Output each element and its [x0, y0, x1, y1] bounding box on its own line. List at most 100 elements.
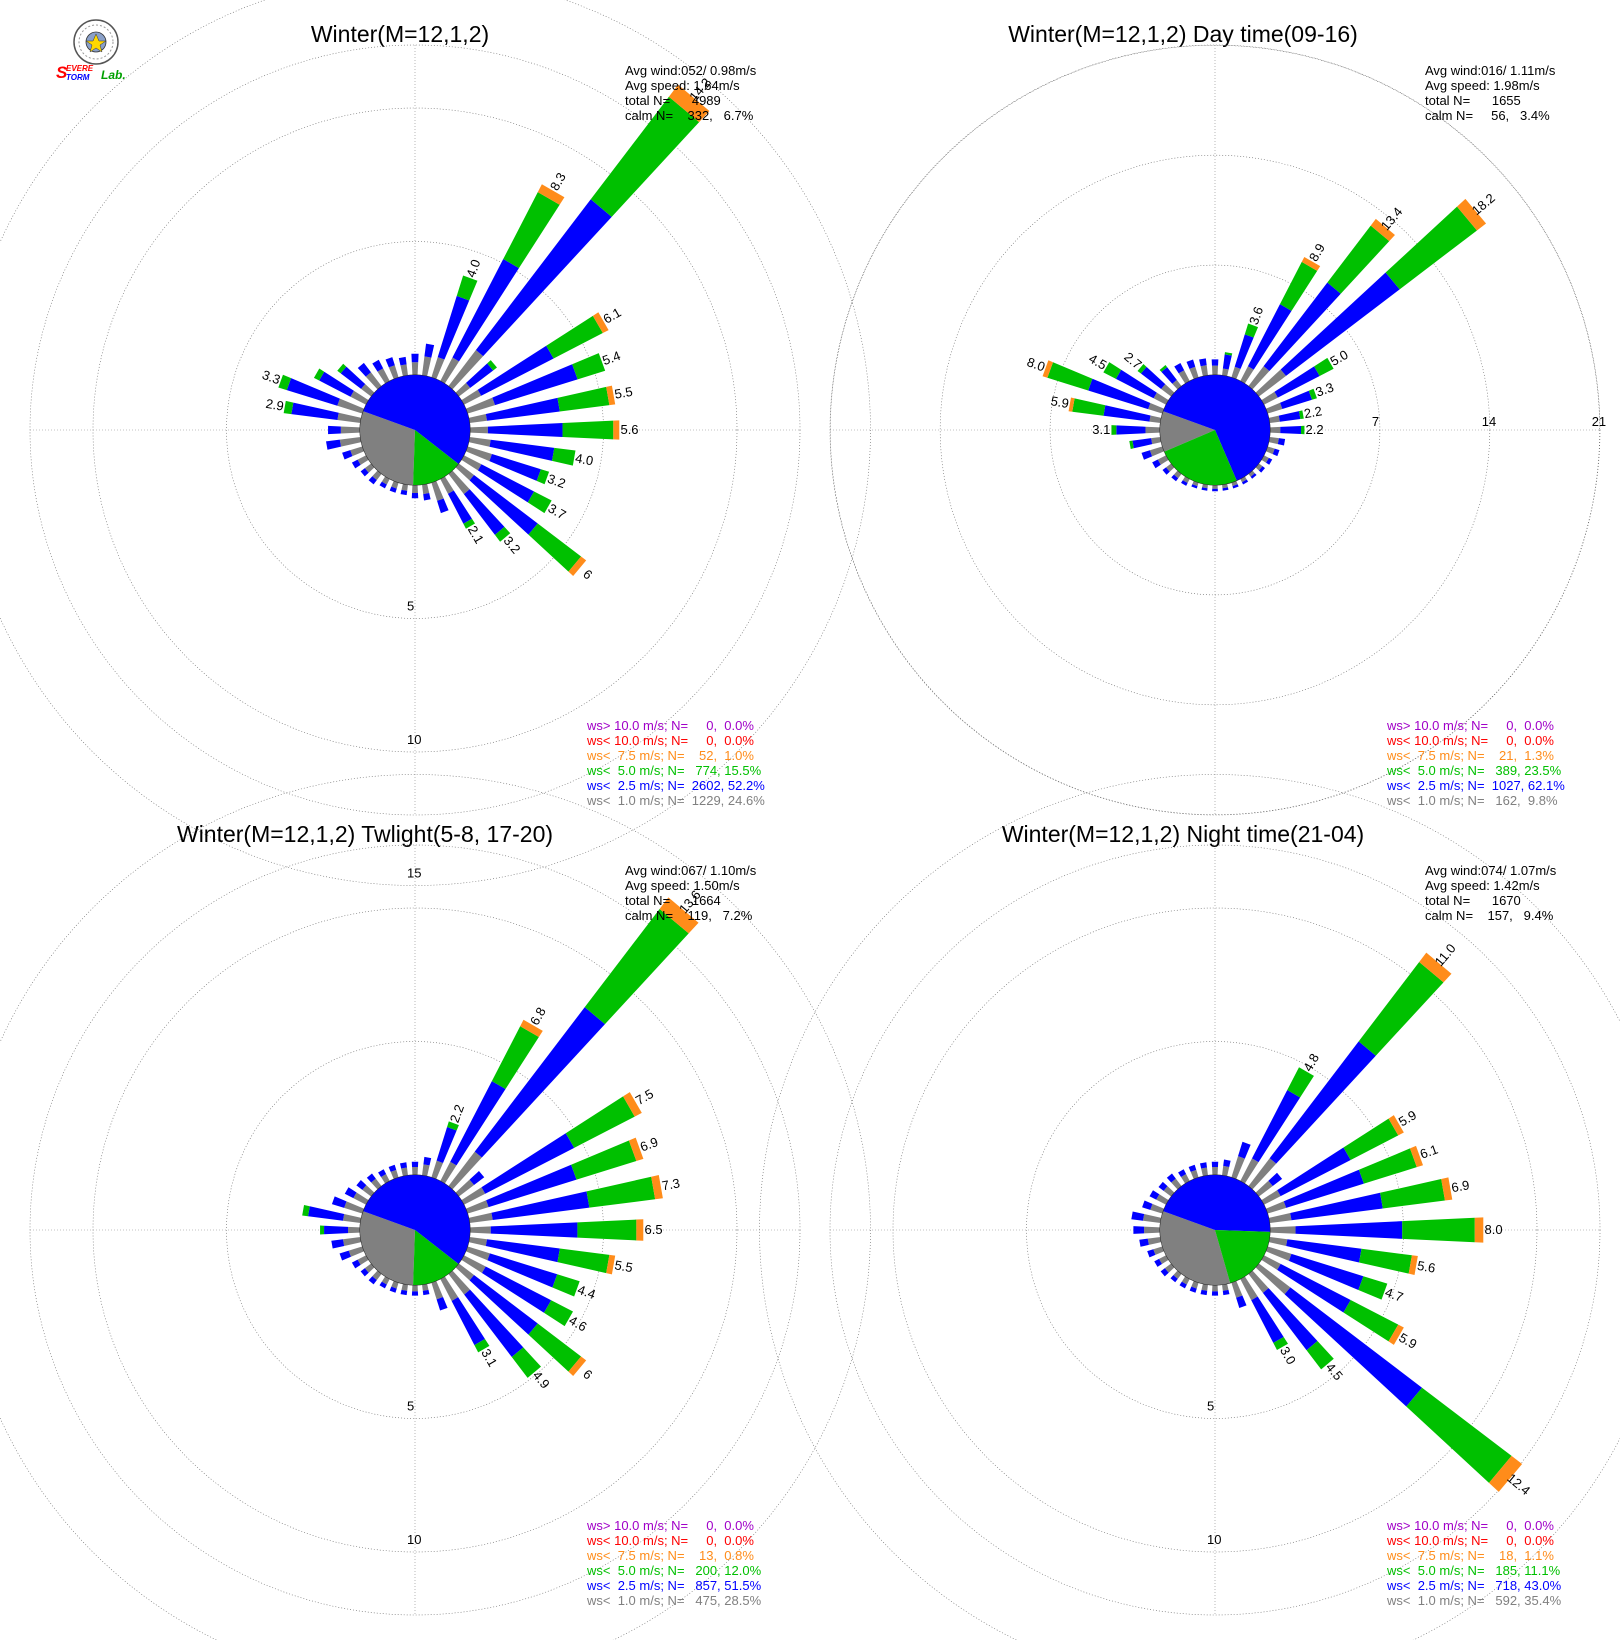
direction-bar — [411, 353, 419, 376]
bar-segment — [1268, 1172, 1283, 1186]
ring-label: 15 — [407, 866, 421, 881]
bar-segment — [492, 364, 578, 406]
bar-segment — [1211, 1291, 1219, 1296]
bar-label: 2.2 — [1303, 403, 1323, 421]
bar-segment — [342, 1236, 362, 1246]
direction-bar — [326, 436, 362, 450]
calm-slice — [1160, 1211, 1231, 1285]
direction-bar — [399, 1162, 409, 1177]
direction-bar: 8.0 — [1269, 1217, 1503, 1243]
bar-label: 5.5 — [613, 384, 633, 402]
legend-entry: ws< 1.0 m/s; N= 592, 35.4% — [1386, 1593, 1562, 1608]
stats-line: calm N= 157, 9.4% — [1425, 908, 1554, 923]
bar-segment — [412, 484, 418, 493]
bar-segment — [1162, 467, 1170, 475]
bar-segment — [431, 1280, 444, 1300]
direction-bar: 8.0 — [1025, 354, 1165, 414]
bar-segment — [411, 1161, 419, 1168]
bar-segment — [1268, 1213, 1292, 1224]
bar-segment — [477, 464, 535, 503]
bar-segment — [463, 489, 505, 535]
outer-ring — [829, 844, 1601, 1616]
bar-segment — [456, 275, 478, 301]
bar-segment — [1280, 425, 1301, 435]
bar-segment — [552, 1274, 580, 1297]
direction-bar: 4.0 — [431, 257, 483, 380]
bar-segment — [1240, 1158, 1259, 1184]
bar-segment — [1222, 354, 1232, 370]
bar-segment — [466, 363, 494, 388]
direction-bar — [1255, 1172, 1283, 1197]
wind-rose-panel-day: Winter(M=12,1,2) Day time(09-16) 7 14 21 3.… — [829, 21, 1606, 816]
bar-segment — [1255, 1263, 1291, 1295]
bar-segment — [1408, 1255, 1418, 1275]
direction-bar — [344, 1187, 369, 1205]
bar-segment — [1241, 479, 1249, 485]
bar-segment — [1072, 398, 1106, 416]
direction-bar — [400, 483, 409, 496]
legend-entry: ws< 7.5 m/s; N= 52, 1.0% — [586, 748, 754, 763]
bar-segment — [491, 1191, 590, 1221]
bar-segment — [465, 397, 496, 414]
bar-segment — [1180, 1174, 1190, 1184]
bar-segment — [469, 474, 538, 535]
bar-segment — [1265, 1246, 1292, 1261]
bar-segment — [1149, 415, 1162, 424]
bar-segment — [469, 1170, 485, 1186]
direction-bar — [1154, 1255, 1169, 1267]
direction-bar — [1188, 1164, 1199, 1180]
speed-legend: ws> 10.0 m/s; N= 0, 0.0%ws< 10.0 m/s; N=… — [1386, 1518, 1562, 1608]
bar-segment — [385, 357, 395, 368]
ring-label: 7 — [1372, 414, 1379, 429]
bar-segment — [437, 295, 470, 360]
bar-segment — [1358, 961, 1444, 1056]
calm-pie — [359, 374, 471, 486]
bar-segment — [1268, 436, 1279, 445]
bar-segment — [1200, 1289, 1208, 1296]
bar-segment — [1258, 466, 1265, 473]
bar-segment — [412, 1284, 418, 1292]
bar-segment — [468, 1236, 488, 1246]
bar-segment — [1251, 1296, 1284, 1343]
bar-segment — [577, 1219, 637, 1241]
direction-bar — [342, 446, 365, 460]
legend-entry: ws< 10.0 m/s; N= 0, 0.0% — [586, 1533, 754, 1548]
bar-segment — [568, 556, 587, 576]
stats-line: total N= 1670 — [1425, 893, 1521, 908]
bar-segment — [431, 480, 444, 501]
speed-legend: ws> 10.0 m/s; N= 0, 0.0%ws< 10.0 m/s; N=… — [1386, 718, 1565, 808]
bar-segment — [1200, 365, 1209, 377]
bar-segment — [1153, 1246, 1165, 1255]
bar-segment — [1153, 392, 1169, 405]
bar-segment — [328, 425, 341, 435]
bar-segment — [371, 1178, 382, 1190]
bar-segment — [1132, 438, 1153, 449]
bar-segment — [1158, 1181, 1168, 1191]
direction-bar — [1200, 1283, 1209, 1296]
bar-segment — [362, 1185, 375, 1197]
direction-bar: 5.9 — [1050, 393, 1162, 424]
direction-bar: 11.0 — [1248, 941, 1459, 1190]
direction-bar — [1142, 1200, 1165, 1214]
bar-segment — [465, 1200, 489, 1214]
bar-segment — [372, 359, 384, 372]
bar-segment — [1042, 360, 1054, 378]
direction-bar — [389, 480, 399, 493]
bar-segment — [1358, 1148, 1417, 1184]
bar-segment — [424, 343, 435, 358]
bar-segment — [411, 362, 419, 376]
ring-label: 21 — [1592, 414, 1606, 429]
stats-line: Avg wind:067/ 1.10m/s — [625, 863, 757, 878]
bar-segment — [436, 1127, 457, 1164]
bar-segment — [464, 1289, 524, 1358]
legend-entry: ws< 2.5 m/s; N= 718, 43.0% — [1386, 1578, 1562, 1593]
calm-slice — [1215, 1230, 1270, 1283]
direction-bar — [1129, 436, 1162, 449]
direction-bar — [431, 1280, 448, 1311]
bar-label: 7.3 — [661, 1175, 681, 1193]
bar-segment — [487, 423, 563, 437]
legend-entry: ws< 5.0 m/s; N= 389, 23.5% — [1386, 763, 1562, 778]
bar-segment — [421, 356, 432, 377]
